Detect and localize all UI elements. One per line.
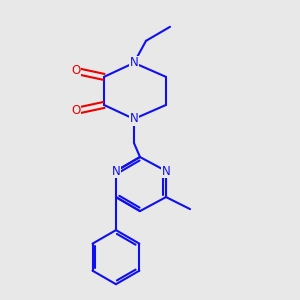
Text: N: N: [162, 164, 170, 178]
Text: N: N: [130, 56, 138, 69]
Text: N: N: [130, 112, 138, 125]
Text: O: O: [71, 104, 80, 117]
Text: N: N: [112, 164, 120, 178]
Text: O: O: [71, 64, 80, 77]
